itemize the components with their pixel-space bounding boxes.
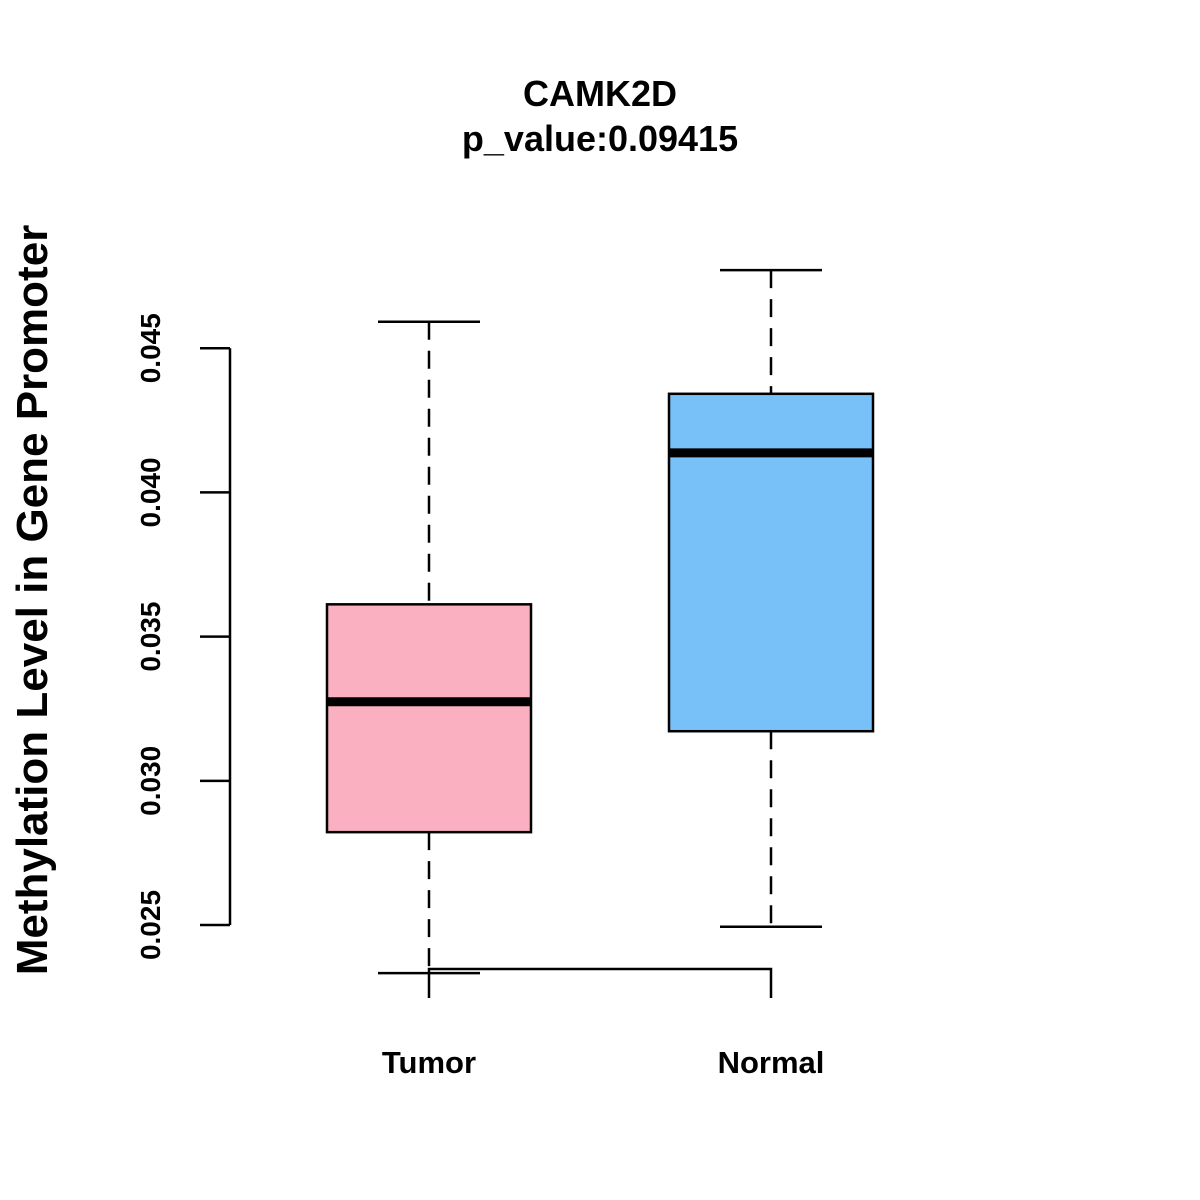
y-axis: 0.025 0.030 0.035 0.040 0.045	[135, 313, 232, 960]
box-normal	[667, 268, 875, 928]
box-tumor	[325, 320, 533, 975]
chart-title: CAMK2D	[523, 73, 677, 114]
y-tick-label: 0.035	[135, 602, 166, 672]
bracket-line	[427, 967, 773, 998]
y-tick-label: 0.045	[135, 313, 166, 383]
x-axis-labels: Tumor Normal	[382, 1045, 824, 1080]
y-tick-label: 0.025	[135, 890, 166, 960]
x-tick-label-tumor: Tumor	[382, 1045, 476, 1080]
x-tick-label-normal: Normal	[718, 1045, 825, 1080]
y-tick-label: 0.040	[135, 457, 166, 527]
significance-bracket	[427, 967, 773, 998]
chart-subtitle: p_value:0.09415	[462, 118, 738, 159]
y-axis-label: Methylation Level in Gene Promoter	[8, 225, 57, 976]
iqr-box	[667, 392, 875, 733]
boxes-layer	[325, 268, 875, 975]
iqr-box	[325, 603, 533, 834]
y-tick-label: 0.030	[135, 746, 166, 816]
